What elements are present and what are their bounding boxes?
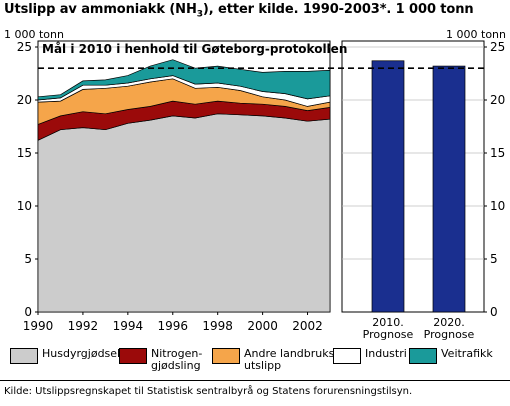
y-tick-label-right: 10 <box>490 199 505 213</box>
legend-swatch <box>10 348 38 364</box>
y-tick-label-left: 10 <box>17 199 32 213</box>
y-tick-label-right: 20 <box>490 93 505 107</box>
legend-item-nitrogengjodsling: Nitrogen- gjødsling <box>119 348 202 372</box>
x-tick-label: 1998 <box>202 319 233 333</box>
y-tick-label-left: 5 <box>24 252 32 266</box>
x-tick-label: 2002 <box>292 319 323 333</box>
y-tick-label-left: 20 <box>17 93 32 107</box>
x-tick-label: 2000 <box>247 319 278 333</box>
legend-swatch <box>119 348 147 364</box>
target-line-label: Mål i 2010 i henhold til Gøteborg-protok… <box>42 42 347 56</box>
x-tick-label: 1994 <box>113 319 144 333</box>
footer-divider <box>0 380 510 381</box>
bar-category-label: Prognose <box>424 328 475 341</box>
y-axis-unit-left: 1 000 tonn <box>4 28 64 41</box>
bar-category-label: 2010. <box>372 316 404 329</box>
area-series-1 <box>37 113 331 313</box>
legend-label: Veitrafikk <box>441 347 493 360</box>
legend-swatch <box>333 348 361 364</box>
area-series-5 <box>37 59 331 101</box>
legend-item-industri: Industri <box>333 348 407 364</box>
x-tick-label: 1990 <box>23 319 54 333</box>
y-tick-label-left: 25 <box>17 40 32 54</box>
bar-category-label: 2020. <box>433 316 465 329</box>
bar-category-label: Prognose <box>363 328 414 341</box>
prognosis-bar <box>371 60 405 313</box>
legend: Husdyrgjødsel Nitrogen- gjødsling Andre … <box>0 344 510 380</box>
y-tick-label-left: 15 <box>17 146 32 160</box>
legend-label: Husdyrgjødsel <box>42 347 121 360</box>
y-tick-label-right: 0 <box>490 305 498 319</box>
x-tick-label: 1992 <box>68 319 99 333</box>
legend-label: Nitrogen- gjødsling <box>151 347 203 372</box>
prognosis-bar <box>432 65 466 313</box>
y-axis-unit-right: 1 000 tonn <box>446 28 506 41</box>
y-tick-label-right: 15 <box>490 146 505 160</box>
y-tick-label-right: 25 <box>490 40 505 54</box>
legend-swatch <box>409 348 437 364</box>
source-note: Kilde: Utslippsregnskapet til Statistisk… <box>4 386 413 397</box>
legend-swatch <box>212 348 240 364</box>
chart-title: Utslipp av ammoniakk (NH3), etter kilde.… <box>4 2 474 20</box>
legend-item-andre-landbruksutslipp: Andre landbruks- utslipp <box>212 348 338 372</box>
legend-label: Andre landbruks- utslipp <box>244 347 339 372</box>
legend-item-veitrafikk: Veitrafikk <box>409 348 493 364</box>
x-tick-label: 1996 <box>157 319 188 333</box>
y-tick-label-left: 0 <box>24 305 32 319</box>
legend-label: Industri <box>365 347 407 360</box>
legend-item-husdyrgjodsel: Husdyrgjødsel <box>10 348 120 364</box>
y-tick-label-right: 5 <box>490 252 498 266</box>
